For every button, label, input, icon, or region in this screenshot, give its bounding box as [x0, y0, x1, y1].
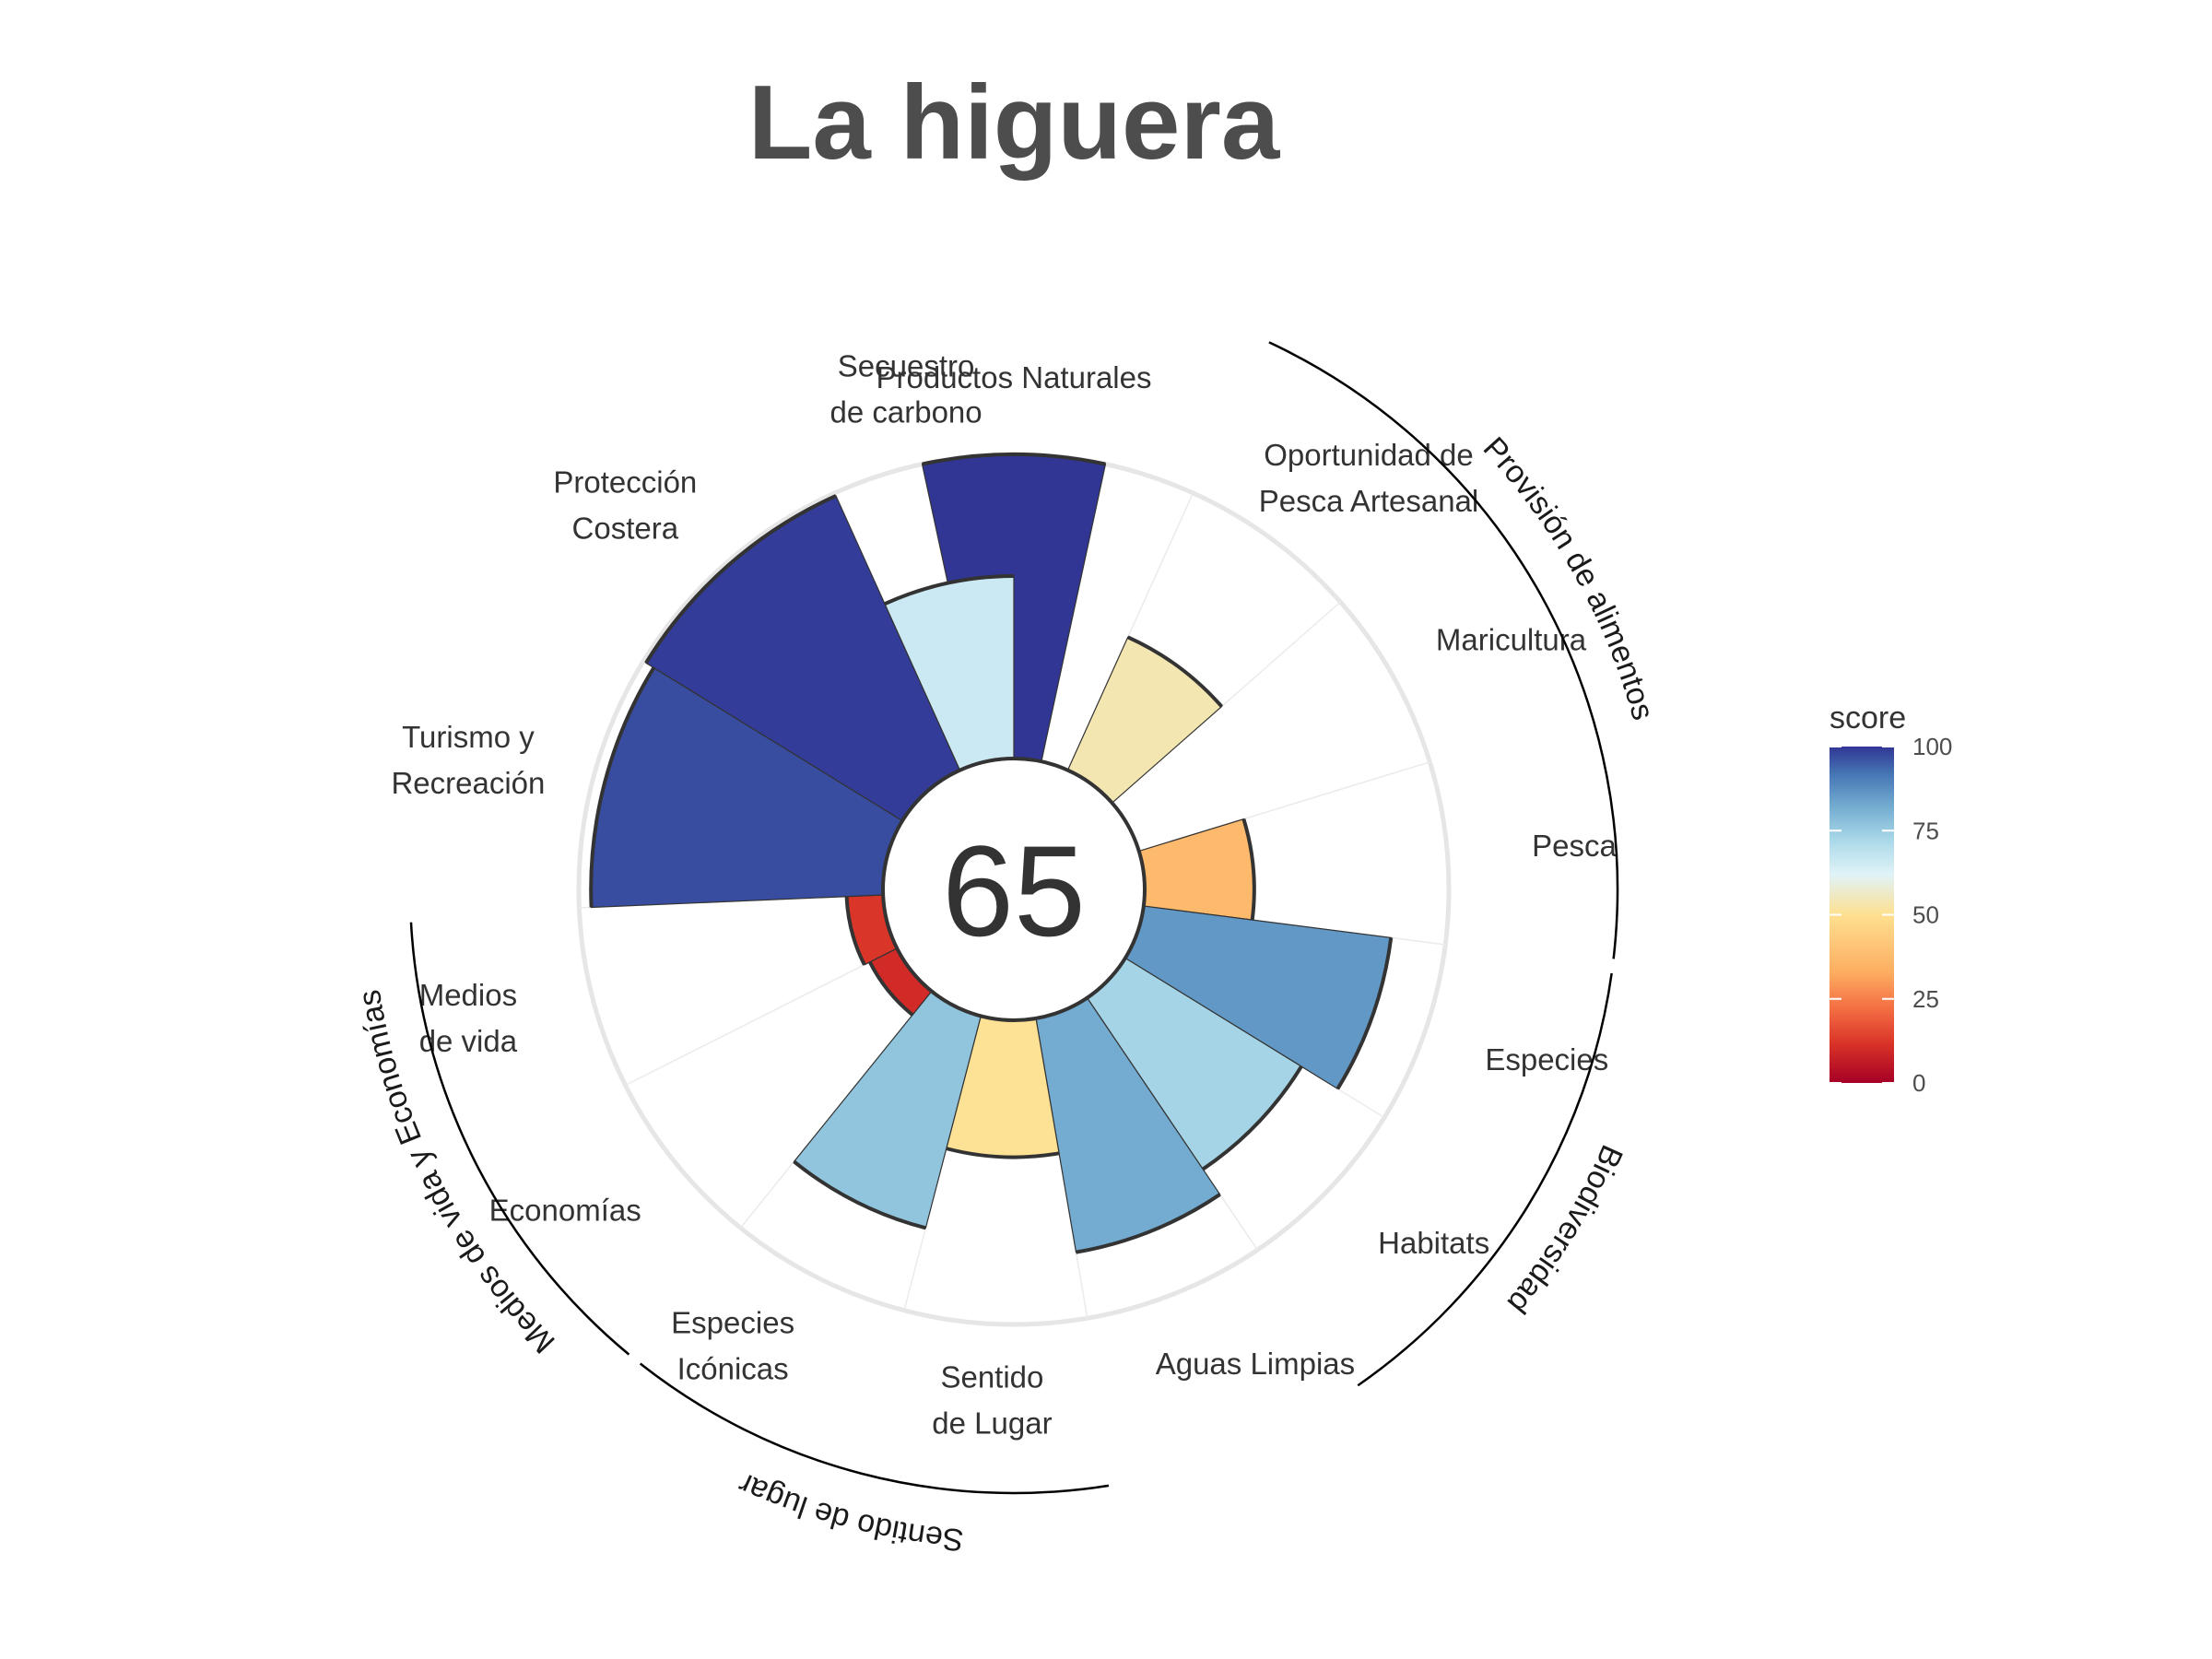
color-legend: score 0 25 50 75 100	[1830, 700, 1952, 1097]
petal-label: Medios de vida	[419, 978, 518, 1058]
legend-tick-label: 50	[1912, 901, 1939, 929]
petal-outline	[922, 453, 1106, 466]
petal-outline	[1202, 1065, 1303, 1171]
petal-outline	[644, 494, 837, 665]
group-arc	[639, 1362, 1110, 1495]
group-arc	[1268, 341, 1619, 959]
petals	[589, 453, 1394, 1254]
petal-label: Habitats	[1378, 1226, 1489, 1260]
petal-outline	[1241, 818, 1256, 921]
legend-tick-label: 25	[1912, 985, 1939, 1013]
center-score: 65	[942, 818, 1086, 963]
legend-tick-label: 0	[1912, 1069, 1925, 1097]
group-arc	[409, 922, 630, 1356]
petal-divider	[625, 947, 898, 1087]
petal-label: Especies Icónicas	[671, 1306, 794, 1386]
petal-bar	[1138, 818, 1255, 921]
petal-outline	[867, 960, 914, 1017]
petal-labels: Productos Naturales Oportunidad de Pesca A…	[391, 348, 1617, 1440]
group-label: Provisión de alimentos	[1477, 430, 1661, 724]
petal-label: Sentido de Lugar	[932, 1359, 1052, 1440]
petal-outline	[884, 574, 1015, 606]
petal-label: Protección Costera	[553, 465, 697, 545]
petal-outline	[1335, 937, 1394, 1090]
petal-outline	[1076, 1193, 1221, 1254]
center-disc	[881, 757, 1147, 1022]
petal-outline	[589, 666, 656, 908]
petal-label: Pesca	[1532, 829, 1617, 863]
petal-label: Oportunidad de Pesca Artesanal	[1259, 438, 1478, 518]
petal-bar	[1066, 636, 1223, 805]
petal-bar	[793, 990, 982, 1230]
petal-outline	[793, 1159, 926, 1230]
petal-label: Maricultura	[1436, 622, 1587, 656]
chart-title: La higuera	[748, 65, 1281, 182]
petal-label: Aguas Limpias	[1156, 1347, 1355, 1381]
group-label: Biodiversidad	[1500, 1140, 1630, 1321]
legend-tick-label: 75	[1912, 817, 1939, 844]
group-arc	[1357, 972, 1613, 1387]
petal-outline	[946, 1147, 1060, 1159]
petal-outline	[844, 896, 866, 966]
petal-label: Turismo y Recreación	[391, 720, 545, 800]
petal-label: Productos Naturales	[877, 360, 1152, 394]
legend-title: score	[1830, 700, 1906, 735]
group-label: Sentido de lugar	[733, 1466, 965, 1558]
petal-label: Economías	[489, 1194, 641, 1228]
petal-label: Secuestro de carbono	[830, 348, 982, 429]
legend-tick-label: 100	[1912, 733, 1952, 760]
petal-label: Especies	[1485, 1042, 1608, 1077]
petal-outline	[1126, 635, 1224, 708]
